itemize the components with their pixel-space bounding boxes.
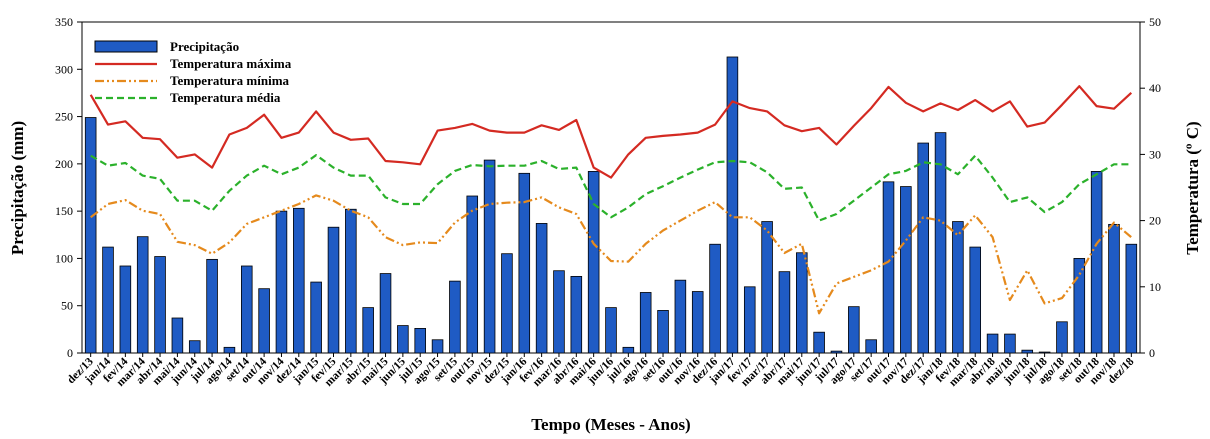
precipitation-bar bbox=[743, 286, 756, 354]
precipitation-bar bbox=[865, 339, 877, 354]
precipitation-bar bbox=[796, 252, 808, 354]
y-left-tick-label: 100 bbox=[55, 251, 73, 265]
precipitation-bar bbox=[1125, 243, 1138, 354]
precipitation-bar bbox=[1108, 223, 1120, 354]
precipitation-bar bbox=[934, 132, 947, 354]
precipitation-bar bbox=[622, 346, 635, 354]
precipitation-bar bbox=[848, 306, 860, 354]
precipitation-bar bbox=[1090, 171, 1103, 354]
precipitation-bar bbox=[293, 207, 305, 354]
precipitation-bar bbox=[345, 208, 357, 354]
legend-label-tmax: Temperatura máxima bbox=[170, 56, 292, 71]
precipitation-bar bbox=[969, 246, 982, 354]
precipitation-bar bbox=[449, 280, 461, 354]
x-axis-label: Tempo (Meses - Anos) bbox=[531, 415, 690, 434]
precipitation-bar bbox=[639, 292, 652, 354]
y-right-tick-label: 0 bbox=[1149, 346, 1155, 360]
precipitation-bar bbox=[674, 279, 687, 354]
precipitation-bar bbox=[431, 339, 444, 354]
y-axis-left-label: Precipitação (mm) bbox=[8, 121, 27, 255]
precipitation-bar bbox=[813, 331, 825, 354]
y-right-tick-label: 40 bbox=[1149, 81, 1161, 95]
precipitation-bar bbox=[587, 171, 600, 354]
precipitation-bar bbox=[119, 265, 132, 354]
precipitation-bar bbox=[691, 291, 704, 354]
legend: Precipitação Temperatura máxima Temperat… bbox=[94, 39, 292, 105]
legend-label-precipitation: Precipitação bbox=[170, 39, 239, 54]
precipitation-bar bbox=[952, 221, 964, 354]
precipitation-bar bbox=[414, 328, 426, 354]
precipitation-bar bbox=[188, 340, 201, 354]
y-left-tick-label: 200 bbox=[55, 157, 73, 171]
precipitation-bar bbox=[362, 307, 374, 354]
precipitation-bar bbox=[379, 273, 392, 354]
tmed-line bbox=[90, 154, 1132, 222]
precipitation-bar bbox=[397, 325, 409, 354]
precipitation-bar bbox=[223, 346, 236, 354]
precipitation-bar bbox=[310, 281, 322, 354]
precipitation-bar bbox=[518, 172, 531, 354]
precipitation-bar bbox=[1073, 258, 1086, 354]
precipitation-bar bbox=[761, 221, 773, 354]
plot-frame bbox=[81, 21, 1141, 354]
y-left-tick-label: 250 bbox=[55, 110, 73, 124]
y-left-tick-label: 50 bbox=[61, 299, 73, 313]
precipitation-bar bbox=[917, 142, 929, 354]
y-left-tick-label: 350 bbox=[55, 15, 73, 29]
precipitation-bar bbox=[553, 270, 565, 354]
precipitation-bar bbox=[327, 226, 340, 354]
y-right-tick-label: 50 bbox=[1149, 15, 1161, 29]
precipitation-bar bbox=[171, 317, 184, 354]
y-left-tick-label: 0 bbox=[67, 346, 73, 360]
y-right-tick-label: 10 bbox=[1149, 280, 1161, 294]
precipitation-bar bbox=[1021, 349, 1034, 354]
precipitation-bar bbox=[882, 181, 895, 354]
precipitation-bar bbox=[102, 246, 114, 354]
precipitation-bar bbox=[535, 223, 548, 354]
legend-label-tmed: Temperatura média bbox=[170, 90, 281, 105]
precipitation-bar bbox=[1038, 351, 1051, 354]
tmax-line bbox=[89, 85, 1133, 179]
y-left-tick-label: 300 bbox=[55, 62, 73, 76]
legend-label-tmin: Temperatura mínima bbox=[170, 73, 290, 88]
precipitation-bar bbox=[84, 117, 97, 354]
precipitation-bar bbox=[206, 258, 218, 354]
legend-swatch-precipitation bbox=[94, 40, 158, 53]
precipitation-bar bbox=[466, 195, 479, 354]
precipitation-bar bbox=[154, 256, 166, 354]
y-axis-right-label: Temperatura (º C) bbox=[1183, 121, 1202, 254]
temperature-lines bbox=[89, 85, 1133, 315]
y-left-tick-label: 150 bbox=[55, 204, 73, 218]
y-right-tick-label: 20 bbox=[1149, 214, 1161, 228]
precipitation-bar bbox=[900, 186, 912, 354]
precipitation-bar bbox=[709, 243, 721, 354]
precipitation-bar bbox=[1056, 321, 1068, 354]
precipitation-bar bbox=[1004, 333, 1016, 354]
precipitation-bar bbox=[778, 271, 791, 354]
precipitation-bars bbox=[84, 56, 1138, 354]
tmin-line bbox=[90, 194, 1133, 315]
precipitation-bar bbox=[275, 210, 288, 354]
precipitation-bar bbox=[605, 307, 617, 354]
precipitation-bar bbox=[830, 350, 843, 354]
precipitation-bar bbox=[483, 159, 496, 354]
precipitation-bar bbox=[570, 275, 583, 354]
precipitation-bar bbox=[136, 236, 149, 354]
precipitation-bar bbox=[657, 310, 669, 354]
precipitation-bar bbox=[986, 333, 999, 354]
precipitation-bar bbox=[501, 253, 513, 354]
precipitation-bar bbox=[258, 288, 270, 354]
precipitation-bar bbox=[726, 56, 739, 354]
precipitation-bar bbox=[240, 265, 253, 354]
y-right-tick-label: 30 bbox=[1149, 147, 1161, 161]
